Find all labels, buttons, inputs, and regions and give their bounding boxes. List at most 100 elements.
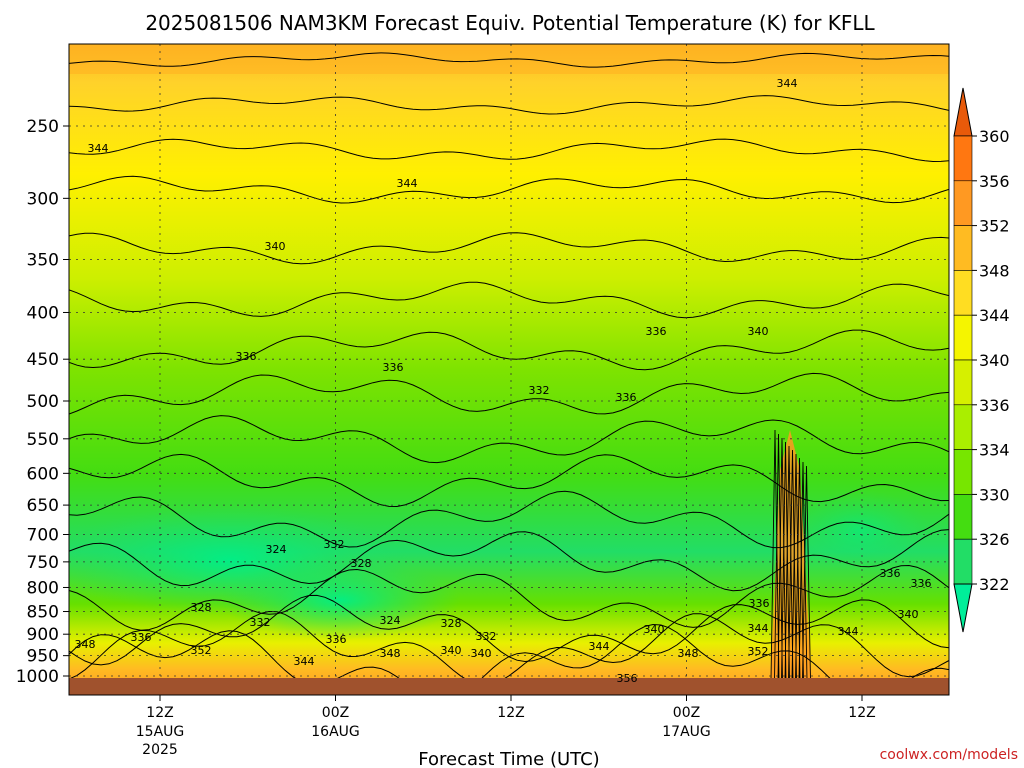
- plume-contour: [777, 437, 787, 681]
- x-axis-title: Forecast Time (UTC): [418, 749, 599, 768]
- y-tick-label: 1000: [16, 667, 59, 687]
- x-axis: 12Z 15AUG 2025 00Z 16AUG 12Z 00Z 17AUG 12Z: [136, 695, 876, 758]
- isotherm-line: [69, 564, 949, 631]
- contour-label: 328: [351, 557, 372, 570]
- colorbar-segment: [953, 270, 973, 316]
- colorbar-tick-label: 330: [979, 485, 1010, 504]
- plume-contour: [791, 453, 801, 681]
- contour-lines: [69, 52, 949, 695]
- plume-contour: [781, 441, 790, 681]
- surface-layer: [69, 678, 949, 695]
- contour-label: 328: [441, 617, 462, 630]
- isotherm-line: [69, 623, 949, 695]
- x-tick-label: 12Z: [497, 705, 524, 721]
- contour-label: 324: [266, 543, 287, 556]
- plume-contour: [774, 433, 783, 681]
- contour-label: 348: [380, 647, 401, 660]
- contour-label: 340: [471, 647, 492, 660]
- contour-label: 344: [838, 625, 859, 638]
- x-tick-year: 2025: [142, 742, 178, 758]
- y-tick-label: 950: [27, 647, 59, 667]
- x-tick-date: 16AUG: [311, 724, 360, 740]
- contour-label: 336: [911, 577, 932, 590]
- isotherm-line: [69, 490, 949, 549]
- x-tick-label: 12Z: [146, 705, 173, 721]
- isotherm-line: [69, 372, 949, 415]
- colorbar-segment: [953, 404, 973, 450]
- contour-label: 340: [898, 608, 919, 621]
- plot-area: 344 344 344 340 336 336 336 340 332 336 324 332 328 3…: [69, 44, 949, 695]
- contour-label: 336: [236, 350, 257, 363]
- contour-label: 356: [617, 672, 638, 685]
- contour-label: 352: [748, 645, 769, 658]
- contour-label: 340: [441, 644, 462, 657]
- contour-label: 344: [397, 177, 418, 190]
- isotherm-line: [69, 415, 949, 464]
- colorbar-tick-label: 360: [979, 127, 1010, 146]
- x-tick-label: 12Z: [848, 705, 875, 721]
- plume-contour: [784, 445, 794, 681]
- y-tick-label: 550: [27, 430, 59, 450]
- y-tick-label: 800: [27, 578, 59, 598]
- contour-label: 344: [88, 142, 109, 155]
- y-tick-label: 900: [27, 625, 59, 645]
- colorbar-segment: [953, 538, 973, 585]
- colorbar-tick-label: 356: [979, 172, 1010, 191]
- colorbar-segment: [953, 314, 973, 361]
- colorbar-segment: [953, 135, 973, 182]
- contour-label: 340: [748, 325, 769, 338]
- y-tick-label: 450: [27, 350, 59, 370]
- isotherm-line: [69, 529, 949, 592]
- contour-label: 336: [383, 361, 404, 374]
- isotherm-line: [69, 232, 949, 265]
- isotherm-line: [69, 281, 949, 319]
- x-tick-label: 00Z: [322, 705, 349, 721]
- y-tick-label: 600: [27, 464, 59, 484]
- contour-labels: 344 344 344 340 336 336 336 340 332 336 324 332 328 3…: [75, 77, 932, 685]
- plume-contour: [795, 457, 804, 681]
- y-tick-label: 700: [27, 525, 59, 545]
- chart-title: 2025081506 NAM3KM Forecast Equiv. Potent…: [145, 11, 875, 35]
- y-axis: 2503003504004505005506006507007508008509…: [16, 117, 69, 687]
- isotherm-line: [69, 329, 949, 371]
- plot-frame: [68, 43, 950, 696]
- plume-contour: [802, 465, 811, 681]
- contour-label: 340: [644, 623, 665, 636]
- contour-label: 344: [589, 640, 610, 653]
- y-tick-label: 250: [27, 117, 59, 137]
- plume-contour: [770, 429, 780, 681]
- colorbar-tick-label: 322: [979, 575, 1010, 594]
- isotherm-line: [69, 95, 949, 115]
- contour-label: 336: [646, 325, 667, 338]
- contour-label: 336: [616, 391, 637, 404]
- y-tick-label: 350: [27, 250, 59, 270]
- contour-label: 332: [476, 630, 497, 643]
- colorbar-segment: [953, 180, 973, 226]
- contour-label: 332: [529, 384, 550, 397]
- isotherm-line: [69, 175, 949, 204]
- contour-label: 336: [131, 631, 152, 644]
- isotherm-line: [69, 138, 949, 163]
- colorbar-segment: [953, 449, 973, 495]
- contour-label: 344: [777, 77, 798, 90]
- contour-label: 328: [191, 601, 212, 614]
- x-tick-label: 00Z: [673, 705, 700, 721]
- y-tick-label: 750: [27, 553, 59, 573]
- contour-label: 332: [250, 616, 271, 629]
- contour-label: 336: [749, 597, 770, 610]
- isotherm-line: [69, 52, 949, 68]
- colorbar-tick-label: 348: [979, 261, 1010, 280]
- low-theta-region: [220, 560, 460, 640]
- colorbar-tick-label: 344: [979, 306, 1010, 325]
- y-tick-label: 400: [27, 303, 59, 323]
- y-tick-label: 850: [27, 603, 59, 623]
- contour-label: 344: [748, 622, 769, 635]
- colorbar: 360 356 352 348 344 340 336 334 330 326 322: [953, 87, 1010, 633]
- contour-label: 352: [191, 644, 212, 657]
- plume-contour: [798, 461, 808, 681]
- plume-contour: [788, 449, 797, 681]
- colorbar-tick-label: 334: [979, 441, 1010, 460]
- x-tick-date: 15AUG: [136, 724, 185, 740]
- contour-label: 324: [380, 614, 401, 627]
